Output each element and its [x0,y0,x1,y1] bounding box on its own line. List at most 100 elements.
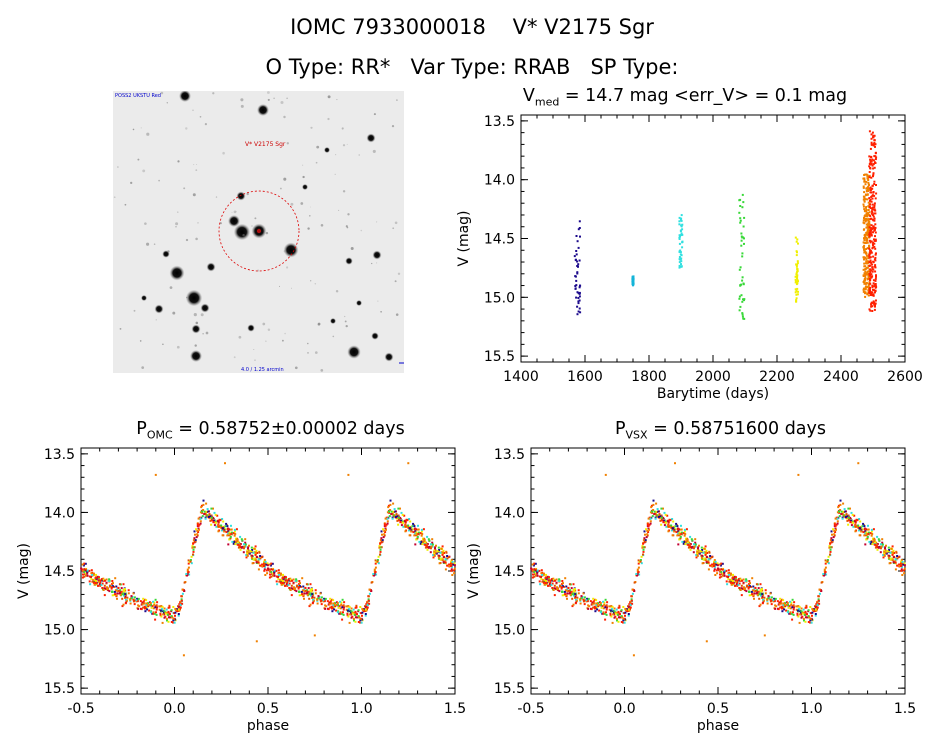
data-point [735,583,738,586]
data-point [173,621,176,624]
data-point [870,137,873,140]
data-point [575,600,578,603]
data-point [867,264,870,267]
data-point [666,520,669,523]
data-point [309,589,312,591]
data-point [174,609,177,612]
data-point [646,523,649,526]
star [347,213,350,216]
data-point [540,577,543,580]
data-point [431,541,434,544]
data-point [407,524,410,527]
data-point [442,561,445,564]
data-point [223,529,226,532]
data-point [284,584,286,587]
data-point [866,537,869,540]
data-point [796,282,799,285]
data-point [868,277,871,280]
data-point [618,612,621,615]
data-point [800,607,803,610]
data-point [862,177,865,180]
data-point [561,594,564,597]
data-point [258,551,261,554]
data-point [302,585,305,588]
data-point [859,520,862,523]
data-point [543,583,546,586]
data-point [679,235,681,238]
data-point [755,589,757,592]
data-point [868,202,871,205]
data-point [851,520,854,523]
data-point [353,613,356,616]
data-point [572,603,575,606]
data-point [858,525,861,528]
data-point [870,160,873,163]
data-point [868,247,871,250]
x-tick-label: 2200 [759,369,795,385]
data-point [818,602,821,605]
data-point [341,605,344,608]
data-point [869,186,872,189]
data-point [560,587,563,590]
data-point [152,612,155,615]
data-point [179,604,182,607]
data-point [845,513,848,516]
data-point [366,606,369,609]
data-point [284,579,287,582]
data-point [839,499,842,502]
star [335,154,337,156]
data-point [551,579,554,582]
data-point [298,586,300,589]
data-point [593,602,596,605]
data-point [276,583,279,586]
data-point [194,540,197,543]
data-point [358,616,361,619]
data-point [605,608,608,611]
data-point [786,611,789,614]
star [327,117,330,121]
data-point [795,265,798,268]
data-point [578,299,581,302]
data-point [253,551,256,554]
data-point [366,604,369,607]
data-point [677,543,680,546]
data-point [856,519,859,522]
data-point [292,578,295,581]
data-point [862,531,865,534]
data-point [808,616,811,619]
data-point [869,191,872,194]
data-point [693,543,695,546]
data-point [665,521,667,524]
data-point [770,599,773,602]
data-point [359,619,362,622]
data-point [872,268,875,271]
data-point [849,521,852,524]
data-point [867,205,870,208]
data-point [550,583,553,586]
data-point [142,606,145,609]
data-point [599,611,602,614]
data-point [733,575,736,578]
data-point [820,590,823,592]
data-point [575,253,578,256]
data-point [884,546,887,549]
data-point [892,561,895,564]
data-point [102,579,105,582]
data-point [792,606,795,609]
star [286,97,288,100]
data-point [224,462,226,465]
data-point [192,550,195,553]
data-point [444,561,447,564]
data-point [575,235,578,237]
data-point [177,608,180,611]
data-point [391,517,394,520]
data-point [867,285,870,287]
scale-label: 4.0 / 1.25 arcmin [241,367,284,373]
data-point [869,532,872,535]
data-point [176,608,179,611]
data-point [368,588,371,591]
data-point [873,308,876,311]
data-point [873,139,876,142]
data-point [751,593,754,596]
data-point [342,613,345,616]
